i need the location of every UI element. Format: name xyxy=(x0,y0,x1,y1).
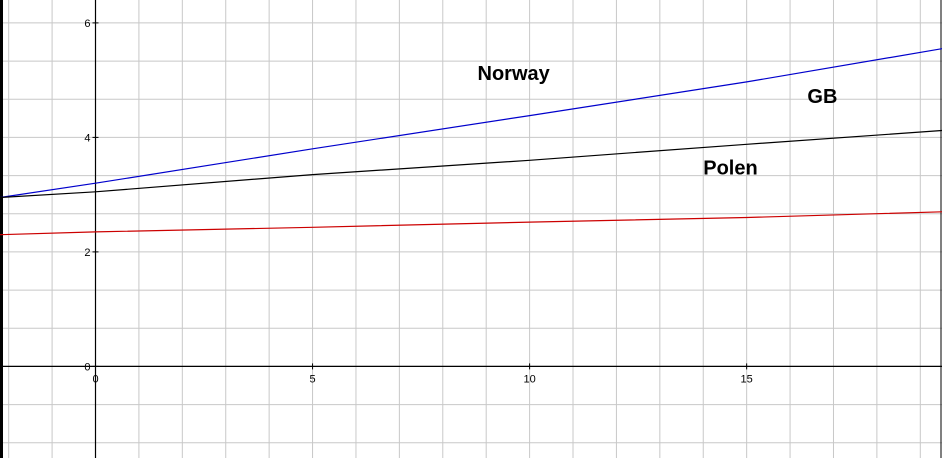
series-annotation: GB xyxy=(807,86,837,108)
x-tick-label: 0 xyxy=(92,373,98,385)
x-tick-label: 10 xyxy=(523,373,535,385)
series-annotation: Polen xyxy=(703,158,757,180)
series-line-2 xyxy=(0,129,942,199)
y-tick-label: 2 xyxy=(84,247,90,259)
series-annotation: Norway xyxy=(478,63,551,85)
y-tick-label: 4 xyxy=(84,132,90,144)
x-tick-label: 15 xyxy=(741,373,753,385)
y-tick-label: 6 xyxy=(84,18,90,30)
series-line-3 xyxy=(0,211,942,236)
y-tick-label: 0 xyxy=(84,361,90,373)
series-line-1 xyxy=(0,48,942,199)
x-tick-label: 5 xyxy=(309,373,315,385)
